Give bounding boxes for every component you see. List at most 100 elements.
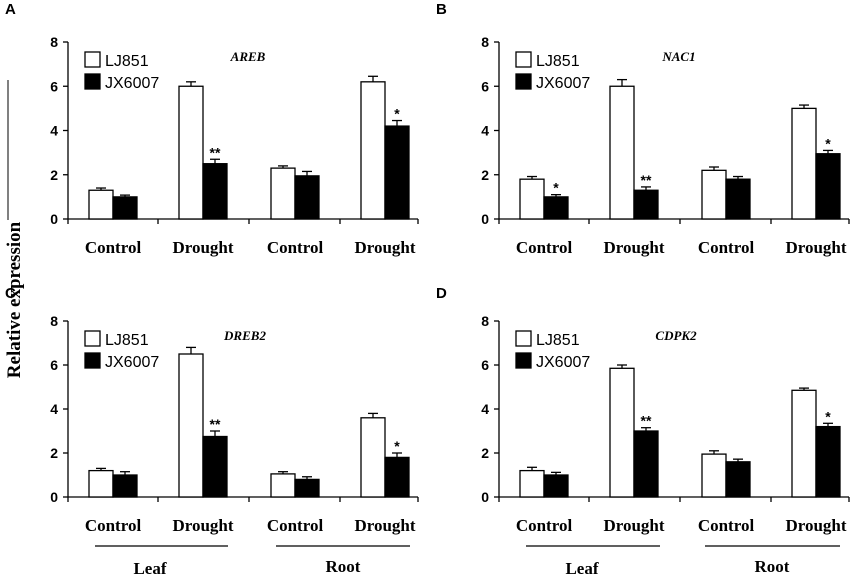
bar-jx6007	[815, 425, 841, 498]
bar-jx6007	[725, 178, 751, 220]
bar-jx6007	[202, 435, 228, 498]
x-category-label: Drought	[603, 516, 664, 535]
bar-lj851	[701, 453, 727, 498]
panel-letter: C	[5, 285, 16, 302]
bar-lj851	[791, 107, 817, 220]
y-tick-label: 0	[50, 489, 58, 505]
x-category-label: Drought	[172, 238, 233, 257]
y-tick-label: 6	[50, 78, 58, 94]
significance-marker: *	[394, 106, 400, 122]
gene-title: DREB2	[223, 328, 266, 343]
x-category-label: Control	[85, 238, 142, 257]
legend-swatch-jx6007	[84, 73, 101, 90]
bar-jx6007	[112, 196, 138, 220]
y-tick-label: 8	[481, 313, 489, 329]
bar-lj851	[519, 469, 545, 498]
x-category-label: Control	[698, 238, 755, 257]
x-category-label: Drought	[354, 238, 415, 257]
legend-swatch-jx6007	[515, 73, 532, 90]
bar-jx6007	[112, 474, 138, 498]
bar-lj851	[609, 367, 635, 498]
bar-jx6007	[202, 163, 228, 220]
y-tick-label: 2	[481, 445, 489, 461]
legend-swatch-jx6007	[84, 352, 101, 369]
bar-lj851	[701, 169, 727, 220]
gene-title: NAC1	[661, 49, 695, 64]
bar-lj851	[270, 167, 296, 220]
y-tick-label: 0	[481, 211, 489, 227]
legend-label-lj851: LJ851	[105, 332, 149, 349]
panel-letter: A	[5, 1, 16, 18]
bar-jx6007	[633, 189, 659, 220]
y-tick-label: 0	[50, 211, 58, 227]
legend-swatch-lj851	[515, 51, 532, 68]
bar-jx6007	[725, 461, 751, 498]
panel-letter: B	[436, 1, 447, 18]
bar-jx6007	[543, 474, 569, 498]
group-label-leaf-d: Leaf	[565, 559, 598, 578]
bar-lj851	[360, 81, 386, 220]
legend-label-jx6007: JX6007	[105, 354, 159, 371]
x-category-label: Drought	[785, 516, 846, 535]
significance-marker: *	[825, 408, 831, 424]
significance-marker: **	[210, 416, 221, 432]
x-category-label: Drought	[785, 238, 846, 257]
legend-swatch-lj851	[515, 330, 532, 347]
x-category-label: Drought	[354, 516, 415, 535]
bar-lj851	[609, 85, 635, 220]
y-tick-label: 0	[481, 489, 489, 505]
significance-marker: **	[641, 172, 652, 188]
bar-lj851	[178, 85, 204, 220]
legend-label-jx6007: JX6007	[536, 75, 590, 92]
y-tick-label: 8	[481, 34, 489, 50]
bar-jx6007	[294, 175, 320, 220]
bar-jx6007	[384, 456, 410, 498]
y-tick-label: 4	[481, 401, 489, 417]
x-category-label: Control	[516, 238, 573, 257]
legend-swatch-lj851	[84, 330, 101, 347]
group-label-leaf-c: Leaf	[133, 559, 166, 578]
group-label-root-d: Root	[755, 557, 790, 576]
y-tick-label: 8	[50, 34, 58, 50]
y-tick-label: 4	[50, 123, 58, 139]
bar-lj851	[88, 469, 114, 498]
legend-label-jx6007: JX6007	[105, 75, 159, 92]
bar-jx6007	[633, 430, 659, 498]
gene-title: AREB	[230, 49, 266, 64]
bar-jx6007	[384, 125, 410, 220]
y-axis-label: Relative expression	[4, 221, 25, 378]
legend-label-lj851: LJ851	[105, 53, 149, 70]
bar-jx6007	[815, 153, 841, 220]
x-category-label: Control	[85, 516, 142, 535]
group-label-root-c: Root	[326, 557, 361, 576]
legend-label-lj851: LJ851	[536, 53, 580, 70]
bar-jx6007	[543, 196, 569, 220]
bar-jx6007	[294, 478, 320, 498]
bar-lj851	[791, 389, 817, 498]
legend-label-jx6007: JX6007	[536, 354, 590, 371]
panel-letter: D	[436, 285, 447, 302]
x-category-label: Control	[516, 516, 573, 535]
x-category-label: Control	[267, 516, 324, 535]
y-tick-label: 6	[481, 357, 489, 373]
x-category-label: Control	[698, 516, 755, 535]
legend-swatch-jx6007	[515, 352, 532, 369]
bar-lj851	[360, 417, 386, 498]
x-category-label: Drought	[172, 516, 233, 535]
x-category-label: Control	[267, 238, 324, 257]
y-tick-label: 2	[481, 167, 489, 183]
legend-swatch-lj851	[84, 51, 101, 68]
significance-marker: *	[553, 180, 559, 196]
legend-label-lj851: LJ851	[536, 332, 580, 349]
y-tick-label: 4	[481, 123, 489, 139]
y-tick-label: 2	[50, 167, 58, 183]
y-tick-label: 8	[50, 313, 58, 329]
significance-marker: *	[825, 135, 831, 151]
gene-title: CDPK2	[655, 328, 697, 343]
significance-marker: **	[641, 413, 652, 429]
